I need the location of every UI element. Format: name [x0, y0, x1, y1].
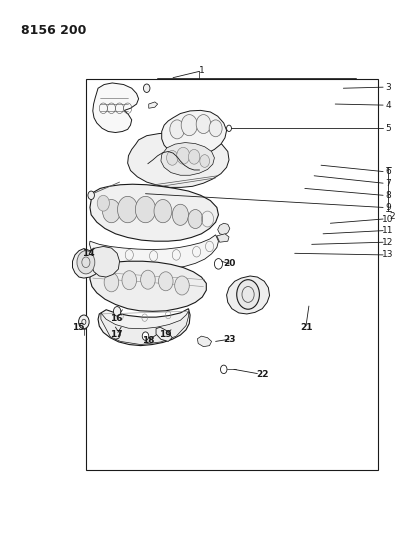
Circle shape — [177, 147, 190, 164]
Polygon shape — [218, 223, 230, 235]
Circle shape — [142, 332, 149, 341]
Text: 8: 8 — [385, 191, 391, 200]
Circle shape — [104, 273, 119, 292]
Text: 20: 20 — [224, 260, 236, 268]
Circle shape — [188, 209, 203, 229]
Text: 21: 21 — [300, 322, 312, 332]
Circle shape — [220, 365, 227, 374]
Polygon shape — [90, 235, 219, 270]
Polygon shape — [101, 311, 189, 344]
Text: 23: 23 — [223, 335, 235, 344]
Text: 18: 18 — [143, 336, 155, 345]
Circle shape — [166, 150, 178, 165]
Polygon shape — [98, 309, 190, 345]
Circle shape — [159, 272, 173, 291]
Circle shape — [118, 196, 138, 223]
Text: 7: 7 — [385, 179, 391, 188]
Circle shape — [209, 120, 222, 137]
Text: 14: 14 — [82, 249, 94, 258]
Circle shape — [170, 120, 185, 139]
Circle shape — [113, 306, 121, 316]
Text: 10: 10 — [382, 214, 394, 223]
Polygon shape — [90, 246, 120, 277]
Polygon shape — [90, 184, 219, 241]
Circle shape — [122, 271, 136, 290]
Text: 1: 1 — [199, 66, 204, 75]
Polygon shape — [226, 276, 270, 314]
Text: 8156 200: 8156 200 — [21, 24, 86, 37]
Text: 6: 6 — [385, 167, 391, 176]
Text: 13: 13 — [382, 251, 394, 260]
Polygon shape — [162, 110, 226, 157]
Circle shape — [175, 276, 189, 295]
Circle shape — [181, 115, 197, 136]
Polygon shape — [149, 102, 158, 108]
Circle shape — [102, 199, 120, 223]
Circle shape — [154, 199, 172, 223]
Circle shape — [200, 155, 210, 167]
Text: 19: 19 — [159, 329, 171, 338]
Text: 17: 17 — [110, 329, 122, 338]
Text: 11: 11 — [382, 226, 394, 235]
Text: 5: 5 — [385, 124, 391, 133]
Polygon shape — [156, 327, 172, 342]
Polygon shape — [93, 83, 139, 133]
Text: 15: 15 — [72, 322, 84, 332]
Text: 3: 3 — [385, 83, 391, 92]
Circle shape — [172, 204, 189, 225]
Text: 22: 22 — [256, 370, 268, 379]
Text: 2: 2 — [389, 212, 395, 221]
Circle shape — [77, 251, 95, 274]
Circle shape — [143, 84, 150, 92]
Polygon shape — [161, 142, 215, 175]
Circle shape — [79, 315, 89, 329]
Text: 12: 12 — [382, 238, 394, 247]
Circle shape — [189, 149, 200, 164]
Polygon shape — [90, 261, 206, 311]
Polygon shape — [128, 133, 229, 188]
Polygon shape — [72, 248, 100, 278]
Circle shape — [141, 270, 155, 289]
Polygon shape — [217, 234, 229, 242]
Circle shape — [135, 196, 156, 223]
Bar — [86, 79, 378, 470]
Text: 16: 16 — [110, 314, 122, 322]
Circle shape — [196, 115, 211, 134]
Text: 4: 4 — [385, 101, 391, 110]
Polygon shape — [197, 336, 212, 346]
Text: 9: 9 — [385, 203, 391, 212]
Circle shape — [97, 195, 109, 211]
Circle shape — [88, 191, 95, 199]
Circle shape — [237, 280, 259, 309]
